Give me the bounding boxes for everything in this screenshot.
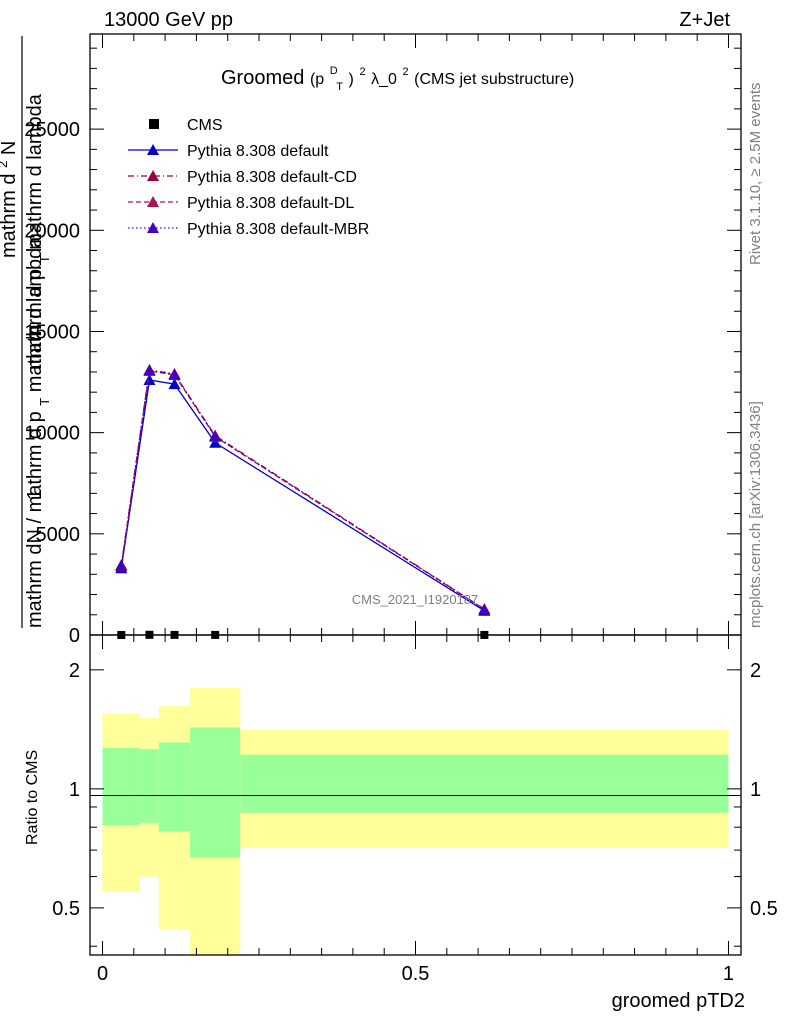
data-point-cms xyxy=(211,630,220,639)
data-point-cms xyxy=(145,630,154,639)
ylabel-den-4: mathrm d lambda xyxy=(24,93,46,249)
watermark: CMS_2021_I1920187 xyxy=(352,592,479,607)
legend: CMS Pythia 8.308 default Pythia 8.308 defa… xyxy=(128,117,369,238)
title-lambda: λ_0 xyxy=(371,71,397,88)
ratio-band-inner xyxy=(102,747,141,826)
axis-ticks xyxy=(90,34,741,955)
title-prefix: Groomed xyxy=(221,67,304,89)
title-pt-close: ) xyxy=(349,71,354,88)
title-pt-open: (p xyxy=(310,71,324,88)
data-point xyxy=(143,374,156,386)
legend-label: CMS xyxy=(187,117,223,134)
data-point xyxy=(168,378,181,390)
ylabel-num-sub: T xyxy=(37,398,52,406)
title-sup-2a: 2 xyxy=(359,66,365,78)
ratio-ylabel: Ratio to CMS xyxy=(24,750,41,845)
ylabel-numerator: 1 mathrm dN / mathrm d p T mathrm d lamb… xyxy=(24,236,54,628)
data-point-cms xyxy=(170,630,179,639)
ratio-y-tick-label: 1 xyxy=(750,779,761,801)
y-tick-label: 20000 xyxy=(24,220,80,242)
series-group xyxy=(115,363,491,639)
series-1 xyxy=(115,374,491,616)
ylabel-denominator: mathrm d 2 N xyxy=(0,141,20,258)
tick-labels: 0 0.5 1 0 5000 10000 15000 20000 25000 0.5 0.5 1 1 2 2 xyxy=(24,119,777,985)
legend-marker xyxy=(147,222,159,233)
legend-marker xyxy=(147,196,159,207)
ylabel-den-3: mathrm d p xyxy=(24,269,46,370)
ylabel-num-3: mathrm d lambda xyxy=(24,236,46,392)
ratio-y-tick-label: 2 xyxy=(750,660,761,682)
data-point xyxy=(143,364,156,376)
legend-marker xyxy=(147,170,159,181)
series-line xyxy=(120,370,485,610)
ylabel-den-1: mathrm d xyxy=(0,174,20,258)
ratio-band-inner xyxy=(240,754,729,813)
y-tick-label: 0 xyxy=(69,625,80,647)
ylabel-num-1: 1 xyxy=(24,489,46,500)
ratio-bands xyxy=(102,687,729,955)
ratio-y-tick-label: 1 xyxy=(69,779,80,801)
ratio-band-inner xyxy=(140,749,159,823)
y-tick-label: 5000 xyxy=(36,524,81,546)
ratio-band-inner xyxy=(158,742,191,832)
data-point xyxy=(209,430,222,442)
title-sup-d: D xyxy=(330,65,338,77)
legend-marker xyxy=(149,119,159,129)
rivet-label: Rivet 3.1.10, ≥ 2.5M events xyxy=(747,83,764,266)
ylabel-den-sub: T xyxy=(37,255,52,263)
data-point-cms xyxy=(480,630,489,639)
x-tick-label: 0.5 xyxy=(402,963,430,985)
ratio-y-tick-label: 0.5 xyxy=(52,898,80,920)
ratio-band-inner xyxy=(190,727,241,858)
series-4 xyxy=(115,364,491,615)
legend-label: Pythia 8.308 default-DL xyxy=(187,195,354,212)
ylabel-den-sup: 2 xyxy=(0,161,10,168)
y-tick-label: 15000 xyxy=(24,321,80,343)
y-tick-label: 25000 xyxy=(24,119,80,141)
plot-title: Groomed (p D T ) 2 λ_0 2 (CMS jet substr… xyxy=(221,57,574,95)
mcplots-label: mcplots.cern.ch [arXiv:1306.3436] xyxy=(747,401,764,628)
data-point-cms xyxy=(117,630,126,639)
x-tick-label: 0 xyxy=(97,963,108,985)
main-ylabel: 1 mathrm dN / mathrm d p T mathrm d lamb… xyxy=(0,36,54,628)
header-right: Z+Jet xyxy=(679,9,730,31)
legend-marker xyxy=(147,144,159,155)
legend-label: Pythia 8.308 default xyxy=(187,143,329,160)
legend-label: Pythia 8.308 default-CD xyxy=(187,169,357,186)
title-sup-2b: 2 xyxy=(402,66,408,78)
data-point xyxy=(115,559,128,571)
y-tick-label: 10000 xyxy=(24,423,80,445)
header-left: 13000 GeV pp xyxy=(104,9,233,31)
data-point xyxy=(478,603,491,615)
title-suffix: (CMS jet substructure) xyxy=(414,71,574,88)
x-tick-label: 1 xyxy=(723,963,734,985)
ratio-y-tick-label: 2 xyxy=(69,660,80,682)
series-0 xyxy=(117,630,489,639)
ylabel-den-2: N xyxy=(0,141,20,155)
series-line xyxy=(120,379,485,612)
legend-label: Pythia 8.308 default-MBR xyxy=(187,221,369,238)
ratio-y-tick-label: 0.5 xyxy=(750,898,778,920)
data-point xyxy=(209,436,222,448)
data-point xyxy=(168,368,181,380)
title-sub-t: T xyxy=(336,81,343,93)
ylabel-denominator-b: mathrm d p T mathrm d lambda xyxy=(24,93,54,370)
ylabel-num-2: mathrm dN / mathrm d p xyxy=(24,411,46,628)
series-line xyxy=(120,369,485,610)
xlabel: groomed pTD2 xyxy=(612,990,745,1012)
